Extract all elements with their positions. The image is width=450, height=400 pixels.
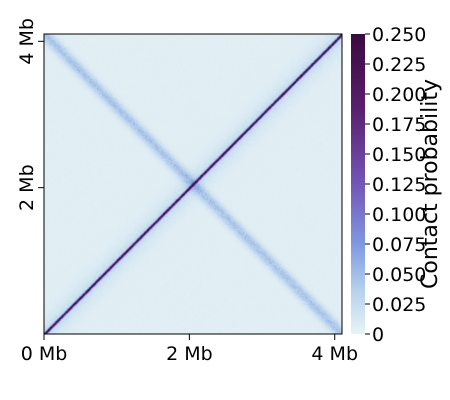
y-tick-label: 2 Mb [16,164,38,211]
colorbar-tick-label: 0.025 [372,294,426,316]
x-axis: 0 Mb 2 Mb 4 Mb [21,334,358,365]
colorbar-ticks: 0 0.025 0.050 0.075 0.100 0.125 0.150 0.175 0.20… [365,24,426,346]
colorbar-tick-label: 0.250 [372,24,426,46]
colorbar-tick-label: 0.150 [372,144,426,166]
heatmap-plot-area [43,33,343,335]
colorbar-tick-label: 0.175 [372,114,426,136]
x-tick-label: 2 Mb [166,343,213,365]
x-tick-label: 4 Mb [311,343,358,365]
colorbar-gradient [351,34,365,334]
y-axis: 2 Mb 4 Mb [16,18,44,211]
colorbar-tick-label: 0.050 [372,264,426,286]
colorbar-tick-label: 0.125 [372,174,426,196]
plot-frame [43,33,343,335]
colorbar-label: Contact probability [418,79,443,289]
colorbar-tick-label: 0.200 [372,84,426,106]
y-tick-label: 4 Mb [16,18,38,65]
colorbar-tick-label: 0.225 [372,54,426,76]
colorbar-tick-label: 0.075 [372,234,426,256]
colorbar-tick-label: 0 [372,324,384,346]
x-tick-label: 0 Mb [21,343,68,365]
heatmap-image [44,34,342,334]
colorbar: 0 0.025 0.050 0.075 0.100 0.125 0.150 0.175 0.20… [351,24,443,346]
colorbar-tick-label: 0.100 [372,204,426,226]
